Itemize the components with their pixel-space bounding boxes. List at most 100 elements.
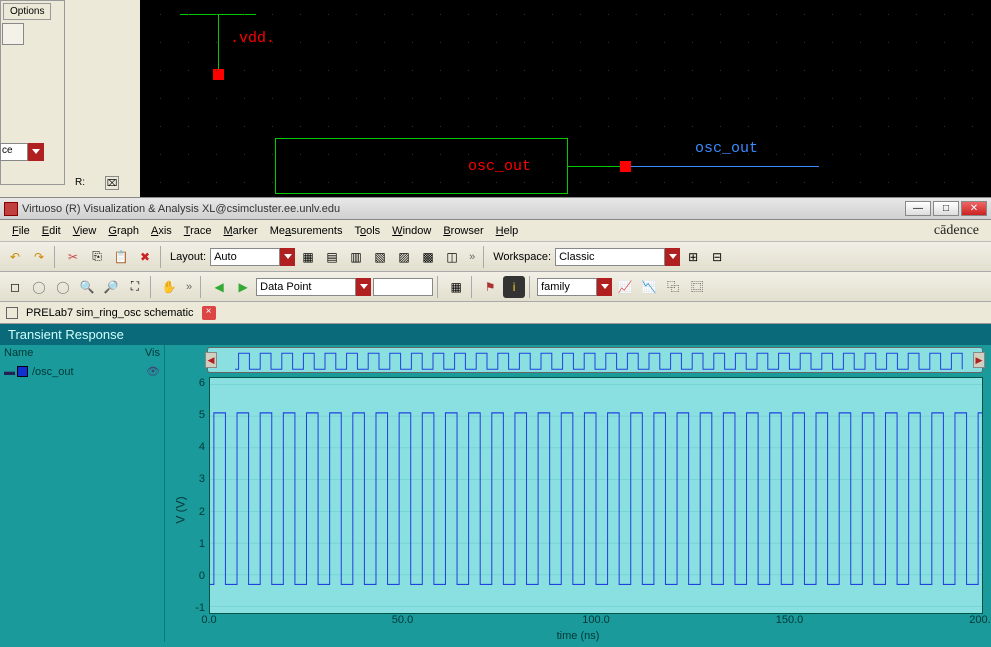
menu-edit[interactable]: Edit xyxy=(36,223,67,239)
menu-help[interactable]: Help xyxy=(490,223,525,239)
close-button[interactable]: ✕ xyxy=(961,201,987,216)
ws-icon-a[interactable]: ⊞ xyxy=(682,246,704,268)
x-ticks: 0.050.0100.0150.0200.0 xyxy=(209,614,983,628)
r-close-button[interactable]: ⌧ xyxy=(105,176,119,190)
chart-icon-a[interactable]: 📈 xyxy=(614,276,636,298)
subwin-icon[interactable]: ◻ xyxy=(4,276,26,298)
x-axis-label: time (ns) xyxy=(557,630,600,642)
menu-marker[interactable]: Marker xyxy=(217,223,263,239)
delete-icon[interactable]: ✖ xyxy=(134,246,156,268)
family-input[interactable] xyxy=(537,278,597,296)
chart-icon-c[interactable]: ⿻ xyxy=(662,276,684,298)
chart-icon-d[interactable]: ⿴ xyxy=(686,276,708,298)
tool-icon-b[interactable]: ▤ xyxy=(321,246,343,268)
overview-right-arrow[interactable]: ▶ xyxy=(973,352,985,368)
menu-axis[interactable]: Axis xyxy=(145,223,178,239)
menu-browser[interactable]: Browser xyxy=(437,223,489,239)
options-button[interactable]: Options xyxy=(3,3,51,20)
workspace-combo[interactable] xyxy=(555,248,680,266)
col-vis-header: Vis xyxy=(145,347,160,359)
cadence-brand: cādence xyxy=(934,223,985,239)
undo-icon[interactable]: ↶ xyxy=(4,246,26,268)
plot-body: Name Vis ▬ /osc_out 👁 ◀ ▶ V (V) xyxy=(0,345,991,642)
menu-view[interactable]: View xyxy=(67,223,103,239)
tool-icon-c[interactable]: ▥ xyxy=(345,246,367,268)
visibility-eye-icon[interactable]: 👁 xyxy=(146,365,160,378)
workspace-label: Workspace: xyxy=(491,251,553,263)
datapoint-input[interactable] xyxy=(256,278,356,296)
pan-icon[interactable]: ✋ xyxy=(158,276,180,298)
calc-icon[interactable]: ▦ xyxy=(445,276,467,298)
marker-right-icon[interactable]: ▶ xyxy=(232,276,254,298)
layout-combo[interactable] xyxy=(210,248,295,266)
y-tick-label: 5 xyxy=(185,409,205,421)
tab-checkbox[interactable] xyxy=(6,307,18,319)
menu-tools[interactable]: Tools xyxy=(348,223,386,239)
datapoint-arrow-icon[interactable] xyxy=(356,278,371,296)
tab-label[interactable]: PRELab7 sim_ring_osc schematic xyxy=(22,305,198,321)
overview-strip[interactable]: ◀ ▶ xyxy=(207,347,983,373)
nav-icon-a[interactable]: ◯ xyxy=(28,276,50,298)
paste-icon[interactable]: 📋 xyxy=(110,246,132,268)
layout-input[interactable] xyxy=(210,248,280,266)
nav-icon-b[interactable]: ◯ xyxy=(52,276,74,298)
minimize-button[interactable]: — xyxy=(905,201,931,216)
x-tick-label: 150.0 xyxy=(776,614,804,626)
redo-icon[interactable]: ↷ xyxy=(28,246,50,268)
datapoint-value-input[interactable] xyxy=(373,278,433,296)
plot-icon[interactable] xyxy=(2,23,24,45)
zoom-fit-icon[interactable]: ⛶ xyxy=(124,276,146,298)
signal-row[interactable]: ▬ /osc_out 👁 xyxy=(0,361,164,382)
osc-out-red-label: osc_out xyxy=(468,158,531,175)
menu-trace[interactable]: Trace xyxy=(178,223,218,239)
signal-list-header: Name Vis xyxy=(0,345,164,361)
menu-file[interactable]: File xyxy=(6,223,36,239)
workspace-input[interactable] xyxy=(555,248,665,266)
maximize-button[interactable]: □ xyxy=(933,201,959,216)
info-icon[interactable]: i xyxy=(503,276,525,298)
copy-icon[interactable]: ⎘ xyxy=(86,246,108,268)
y-tick-label: 3 xyxy=(185,473,205,485)
tool-icon-e[interactable]: ▨ xyxy=(393,246,415,268)
osc-out-wire-green xyxy=(568,166,622,167)
menu-measurements[interactable]: Measurements xyxy=(264,223,349,239)
zoom-out-icon[interactable]: 🔎 xyxy=(100,276,122,298)
x-tick-label: 200.0 xyxy=(969,614,991,626)
chart-icon-b[interactable]: 📉 xyxy=(638,276,660,298)
cut-icon[interactable]: ✂ xyxy=(62,246,84,268)
ws-icon-b[interactable]: ⊟ xyxy=(706,246,728,268)
family-arrow-icon[interactable] xyxy=(597,278,612,296)
flag-icon[interactable]: ⚑ xyxy=(479,276,501,298)
combo-arrow-icon[interactable] xyxy=(28,143,44,161)
toolbar-overflow-2[interactable]: » xyxy=(182,281,196,293)
tool-icon-g[interactable]: ◫ xyxy=(441,246,463,268)
marker-left-icon[interactable]: ◀ xyxy=(208,276,230,298)
tab-close-button[interactable]: × xyxy=(202,306,216,320)
menu-graph[interactable]: Graph xyxy=(102,223,145,239)
toolbar-overflow-1[interactable]: » xyxy=(465,251,479,263)
schematic-canvas[interactable]: // placeholder — dots drawn via JS later… xyxy=(140,0,991,197)
y-tick-label: 4 xyxy=(185,441,205,453)
zoom-in-icon[interactable]: 🔍 xyxy=(76,276,98,298)
y-tick-label: -1 xyxy=(185,602,205,614)
tool-icon-d[interactable]: ▧ xyxy=(369,246,391,268)
combo-strip: ce xyxy=(0,143,60,163)
col-name-header: Name xyxy=(4,347,145,359)
datapoint-combo[interactable] xyxy=(256,278,371,296)
expand-icon[interactable]: ▬ xyxy=(4,366,15,378)
combo-field[interactable]: ce xyxy=(0,143,28,161)
workspace-arrow-icon[interactable] xyxy=(665,248,680,266)
osc-out-wire-blue xyxy=(631,166,819,167)
tool-icon-a[interactable]: ▦ xyxy=(297,246,319,268)
tool-icon-f[interactable]: ▩ xyxy=(417,246,439,268)
plot-canvas[interactable] xyxy=(209,377,983,614)
family-combo[interactable] xyxy=(537,278,612,296)
overview-left-arrow[interactable]: ◀ xyxy=(205,352,217,368)
menu-window[interactable]: Window xyxy=(386,223,437,239)
layout-arrow-icon[interactable] xyxy=(280,248,295,266)
signal-color-swatch xyxy=(17,366,28,377)
window-title: Virtuoso (R) Visualization & Analysis XL… xyxy=(22,203,905,215)
x-tick-label: 0.0 xyxy=(201,614,216,626)
overview-waveform xyxy=(220,350,970,372)
layout-label: Layout: xyxy=(168,251,208,263)
